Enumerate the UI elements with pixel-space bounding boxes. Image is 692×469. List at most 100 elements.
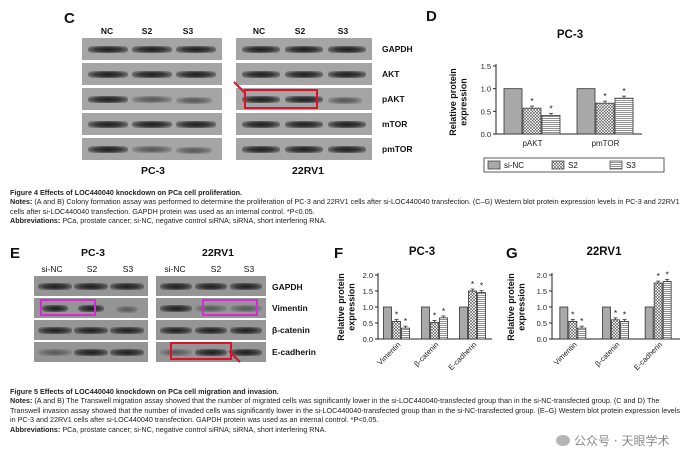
wechat-icon	[556, 435, 570, 446]
bar	[662, 281, 672, 340]
lane-label: S3	[122, 264, 134, 274]
caption-title: Figure 5 Effects of LOC440040 knockdown …	[10, 387, 279, 396]
y-axis-label: Relative proteinexpression	[448, 68, 469, 136]
y-tick-label: 0.5	[481, 107, 491, 116]
significance-mark: *	[549, 103, 553, 113]
panel-f-letter: F	[334, 245, 344, 262]
bar	[477, 292, 486, 340]
y-tick-label: 0.0	[363, 335, 373, 344]
bar	[576, 88, 596, 135]
lane-label: S2	[210, 264, 222, 274]
cell-line-label: 22RV1	[292, 165, 324, 177]
western-blot-22rv1-e-cadherin	[156, 342, 266, 362]
x-tick-label: Vimentin	[376, 340, 403, 367]
notes-text: (A and B) The Transwell migration assay …	[10, 396, 680, 425]
caption-title: Figure 4 Effects of LOC440040 knockdown …	[10, 188, 243, 197]
lane-label: S2	[86, 264, 98, 274]
y-axis-label-line: expression	[517, 283, 527, 331]
significance-mark: *	[471, 279, 475, 289]
bar	[401, 327, 410, 340]
bar	[653, 282, 663, 340]
bar	[644, 306, 654, 340]
watermark: 公众号 · 天眼学术	[556, 432, 669, 449]
lane-label: S3	[243, 264, 255, 274]
lane-label: si-NC	[164, 264, 186, 274]
western-blot-22rv1-gapdh	[236, 38, 372, 60]
panel-g-letter: G	[506, 245, 518, 262]
figure5-caption: Figure 5 Effects of LOC440040 knockdown …	[10, 387, 686, 434]
x-tick-label: pmTOR	[592, 139, 620, 148]
notes-label: Notes:	[10, 197, 33, 207]
western-blot-pc3-pakt	[82, 88, 222, 110]
notes-label: Notes:	[10, 396, 33, 406]
western-blot-pc3-e-cadherin	[34, 342, 148, 362]
x-tick-label: β-catenin	[593, 340, 621, 368]
y-tick-label: 1.0	[481, 85, 491, 94]
legend-swatch	[551, 160, 565, 170]
chart-title: PC-3	[557, 29, 583, 41]
significance-mark: *	[657, 271, 661, 281]
significance-mark: *	[571, 309, 575, 319]
row-label: β-catenin	[272, 325, 310, 335]
x-tick-label: E-cadherin	[632, 340, 664, 372]
lane-label: NC	[252, 26, 266, 36]
significance-mark: *	[580, 316, 584, 326]
y-axis-label-line: expression	[347, 283, 357, 331]
significance-mark: *	[404, 316, 408, 326]
watermark-text: 公众号 · 天眼学术	[574, 434, 670, 448]
bar	[430, 321, 439, 340]
western-blot-pc3-gapdh	[82, 38, 222, 60]
significance-mark: *	[530, 96, 534, 106]
legend-label: S3	[626, 161, 636, 170]
bar	[620, 321, 629, 340]
x-tick-label: E-cadherin	[446, 340, 478, 372]
bar	[541, 115, 561, 135]
highlight-pointer-e-cadherin	[228, 350, 241, 363]
lane-label: S2	[141, 26, 153, 36]
row-label: pmTOR	[382, 144, 413, 154]
bar	[459, 306, 468, 340]
row-label: AKT	[382, 69, 400, 79]
significance-mark: *	[614, 308, 618, 318]
significance-mark: *	[666, 269, 670, 279]
abbreviations-text: PCa, prostate cancer; si-NC, negative co…	[60, 424, 327, 434]
abbreviations-label: Abbreviations:	[10, 216, 61, 226]
western-blot-22rv1-akt	[236, 63, 372, 85]
panel-c-letter: C	[64, 10, 75, 27]
significance-mark: *	[480, 281, 484, 291]
row-label: mTOR	[382, 119, 408, 129]
bar-chart-g: 22RV1 Relative proteinexpression 0.0 0.5 1.0…	[506, 246, 680, 372]
lane-label: S2	[294, 26, 306, 36]
cell-line-label: PC-3	[141, 165, 165, 177]
bar	[392, 321, 401, 340]
highlight-box-vimentin-pc3	[40, 299, 96, 316]
y-tick-label: 1.5	[481, 62, 491, 71]
bar	[602, 306, 611, 340]
row-label: pAKT	[382, 94, 405, 104]
y-tick-label: 1.5	[537, 287, 547, 296]
highlight-box-e-cadherin	[170, 342, 232, 360]
western-blot-pc3-akt	[82, 63, 222, 85]
y-axis-label-line: Relative protein	[506, 273, 516, 341]
significance-mark: *	[442, 306, 446, 316]
bar	[559, 306, 569, 340]
y-tick-label: 0.0	[481, 130, 491, 139]
y-tick-label: 2.0	[537, 271, 547, 280]
bar	[439, 317, 448, 340]
bar-chart-f: PC-3 Relative proteinexpression 0.0 0.5 1.0 1…	[336, 246, 492, 372]
panel-d-letter: D	[426, 8, 437, 25]
highlight-pointer-pakt	[233, 81, 246, 94]
y-tick-label: 0.0	[537, 335, 547, 344]
panel-e-letter: E	[10, 245, 21, 262]
figure4-caption: Figure 4 Effects of LOC440040 knockdown …	[10, 188, 686, 226]
abbreviations-text: PCa, prostate cancer; si-NC, negative co…	[60, 216, 327, 226]
x-tick-label: pAKT	[522, 139, 542, 148]
western-blot-22rv1-pmtor	[236, 138, 372, 160]
y-tick-label: 0.5	[537, 319, 547, 328]
significance-mark: *	[433, 310, 437, 320]
row-label: GAPDH	[382, 44, 413, 54]
chart-title: PC-3	[409, 246, 435, 258]
x-tick-label: Vimentin	[552, 340, 579, 367]
y-axis-label-line: Relative protein	[448, 68, 458, 136]
y-axis-label: Relative proteinexpression	[336, 273, 357, 341]
